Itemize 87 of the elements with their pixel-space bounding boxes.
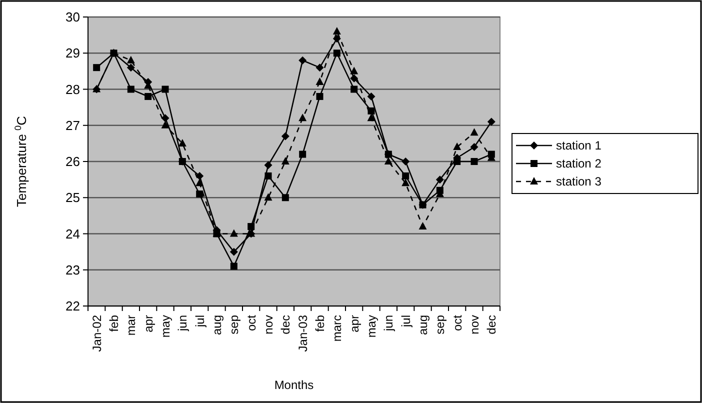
- x-tick-label: sep: [433, 314, 448, 334]
- y-tick-label: 30: [66, 10, 80, 25]
- x-axis-title: Months: [274, 378, 314, 392]
- point: [282, 194, 289, 202]
- point: [470, 143, 478, 152]
- x-tick-label: dec: [278, 315, 293, 334]
- point: [419, 201, 426, 208]
- x-tick-label: aug: [210, 315, 224, 336]
- x-tick-label: jul: [192, 315, 207, 328]
- point: [230, 262, 238, 270]
- x-tick-label: nov: [467, 315, 482, 334]
- point: [248, 223, 255, 230]
- y-tick-label: 25: [66, 190, 80, 206]
- point: [453, 142, 462, 150]
- point: [454, 158, 461, 165]
- point: [384, 157, 392, 164]
- point: [402, 158, 410, 166]
- y-tick-label: 24: [66, 226, 80, 242]
- point: [402, 178, 410, 186]
- y-tick-label: 23: [66, 262, 80, 278]
- x-tick-label: Jan-03: [296, 314, 310, 352]
- x-tick-label: oct: [244, 314, 258, 332]
- point: [402, 172, 410, 180]
- point: [230, 248, 238, 256]
- point: [418, 222, 427, 230]
- point: [350, 66, 358, 74]
- x-tick-label: Jan-02: [90, 314, 104, 352]
- y-tick-label: 28: [66, 82, 80, 97]
- point: [264, 161, 272, 170]
- x-tick-label: aug: [416, 315, 430, 336]
- point: [333, 50, 340, 57]
- point: [470, 158, 478, 165]
- x-tick-label: oct: [450, 314, 464, 332]
- point: [367, 114, 376, 122]
- point: [350, 86, 358, 93]
- x-tick-label: mar: [124, 315, 138, 336]
- x-tick-label: jun: [176, 315, 190, 332]
- x-tick-label: jun: [382, 315, 396, 332]
- point: [487, 118, 496, 126]
- x-tick-label: sep: [227, 314, 242, 334]
- point: [298, 56, 307, 64]
- x-tick-label: dec: [484, 315, 499, 334]
- point: [264, 172, 272, 180]
- point: [332, 26, 341, 34]
- legend-label: station 3: [556, 174, 602, 189]
- point: [264, 193, 272, 201]
- point: [368, 107, 375, 114]
- point: [144, 92, 152, 100]
- point: [127, 86, 134, 93]
- legend-label: station 2: [556, 156, 602, 171]
- point: [350, 74, 358, 82]
- point: [299, 150, 306, 158]
- point: [178, 138, 186, 146]
- x-tick-label: may: [364, 315, 378, 338]
- x-tick-label: jul: [398, 315, 413, 328]
- point: [367, 92, 376, 100]
- x-tick-label: apr: [141, 314, 156, 332]
- point: [126, 56, 135, 64]
- x-tick-label: feb: [106, 314, 121, 332]
- y-tick-label: 26: [66, 154, 80, 170]
- x-tick-label: may: [158, 315, 172, 338]
- point: [316, 78, 324, 86]
- legend-label: station 1: [556, 138, 602, 153]
- point: [161, 120, 170, 128]
- point: [196, 178, 204, 186]
- point: [281, 157, 290, 164]
- point: [196, 190, 204, 198]
- x-tick-label: marc: [330, 315, 344, 342]
- point: [470, 128, 478, 136]
- y-tick-label: 27: [66, 118, 80, 133]
- point: [436, 176, 444, 184]
- x-tick-label: nov: [261, 315, 276, 334]
- point: [298, 114, 307, 122]
- point: [230, 229, 238, 237]
- x-tick-label: feb: [312, 314, 327, 332]
- point: [162, 86, 169, 93]
- x-tick-label: apr: [347, 314, 362, 332]
- point: [281, 132, 290, 140]
- point: [196, 172, 204, 180]
- point: [316, 64, 324, 72]
- point: [126, 64, 135, 72]
- point: [93, 64, 100, 72]
- y-tick-label: 22: [66, 298, 80, 314]
- point: [178, 158, 186, 165]
- y-tick-label: 29: [66, 46, 80, 61]
- point: [161, 114, 170, 122]
- point: [316, 92, 324, 100]
